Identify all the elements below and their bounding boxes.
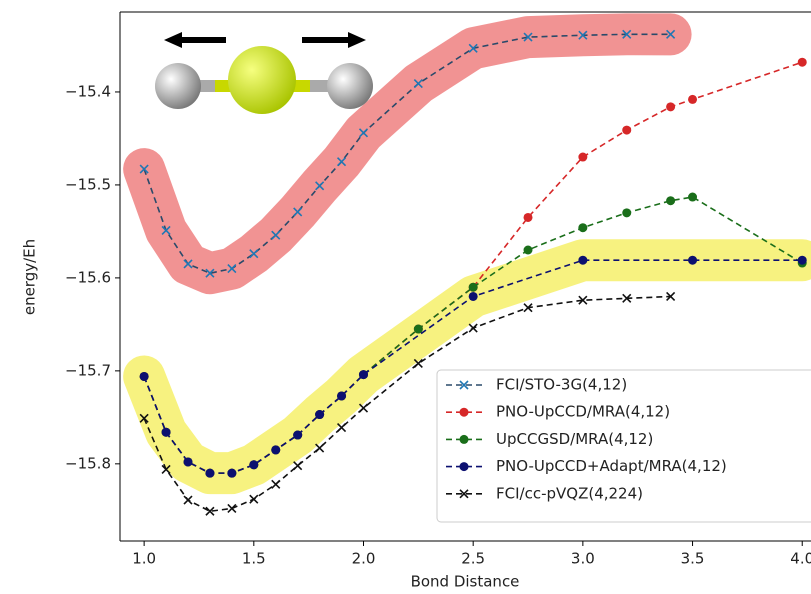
x-tick-label: 2.0 (352, 550, 376, 568)
marker (316, 444, 324, 452)
marker (688, 256, 697, 265)
legend-marker (460, 435, 469, 444)
marker (469, 324, 477, 332)
marker (359, 370, 368, 379)
x-tick-label: 1.0 (132, 550, 156, 568)
marker (798, 256, 807, 265)
marker (688, 95, 697, 104)
legend-label: FCI/STO-3G(4,12) (496, 376, 627, 394)
x-tick-label: 1.5 (242, 550, 266, 568)
marker (359, 404, 367, 412)
y-tick-label: −15.7 (65, 361, 111, 379)
marker (228, 504, 236, 512)
marker (524, 213, 533, 222)
marker (140, 372, 149, 381)
chart: −15.8 −15.7 −15.6 −15.5 −15.4 1.0 1.5 2.0 2.5 3.0… (0, 0, 811, 594)
marker (315, 410, 324, 419)
marker (524, 246, 533, 255)
marker (798, 58, 807, 67)
marker (227, 469, 236, 478)
legend: FCI/STO-3G(4,12) PNO-UpCCD/MRA(4,12) UpCCG… (437, 370, 811, 522)
legend-label: FCI/cc-pVQZ(4,224) (496, 484, 643, 502)
y-tick-label: −15.5 (65, 175, 111, 193)
legend-label: PNO-UpCCD/MRA(4,12) (496, 403, 670, 421)
marker (666, 102, 675, 111)
legend-marker (460, 408, 469, 417)
marker (469, 283, 478, 292)
marker (622, 126, 631, 135)
marker (414, 325, 423, 334)
marker (184, 457, 193, 466)
marker (162, 428, 171, 437)
y-tick-label: −15.8 (65, 454, 111, 472)
x-axis-label: Bond Distance (411, 573, 520, 591)
x-tick-label: 2.5 (461, 550, 485, 568)
marker (272, 480, 280, 488)
marker (578, 223, 587, 232)
marker (469, 292, 478, 301)
marker (338, 424, 346, 432)
y-axis-label: energy/Eh (21, 239, 39, 315)
legend-label: UpCCGSD/MRA(4,12) (496, 430, 653, 448)
marker (578, 256, 587, 265)
x-tick-label: 3.5 (681, 550, 705, 568)
page: −15.8 −15.7 −15.6 −15.5 −15.4 1.0 1.5 2.0 2.5 3.0… (0, 0, 811, 594)
marker (249, 460, 258, 469)
marker (688, 193, 697, 202)
molecule-illustration (155, 32, 373, 114)
marker (666, 196, 675, 205)
marker (250, 495, 258, 503)
x-tick-label: 4.0 (790, 550, 811, 568)
marker (294, 462, 302, 470)
marker (184, 496, 192, 504)
y-tick-label: −15.4 (65, 82, 111, 100)
highlight-band (144, 34, 670, 273)
marker (622, 208, 631, 217)
marker (293, 431, 302, 440)
marker (337, 391, 346, 400)
marker (205, 469, 214, 478)
marker (271, 445, 280, 454)
legend-marker (460, 462, 469, 471)
marker (578, 153, 587, 162)
x-tick-label: 3.0 (571, 550, 595, 568)
y-tick-label: −15.6 (65, 268, 111, 286)
legend-label: PNO-UpCCD+Adapt/MRA(4,12) (496, 457, 727, 475)
